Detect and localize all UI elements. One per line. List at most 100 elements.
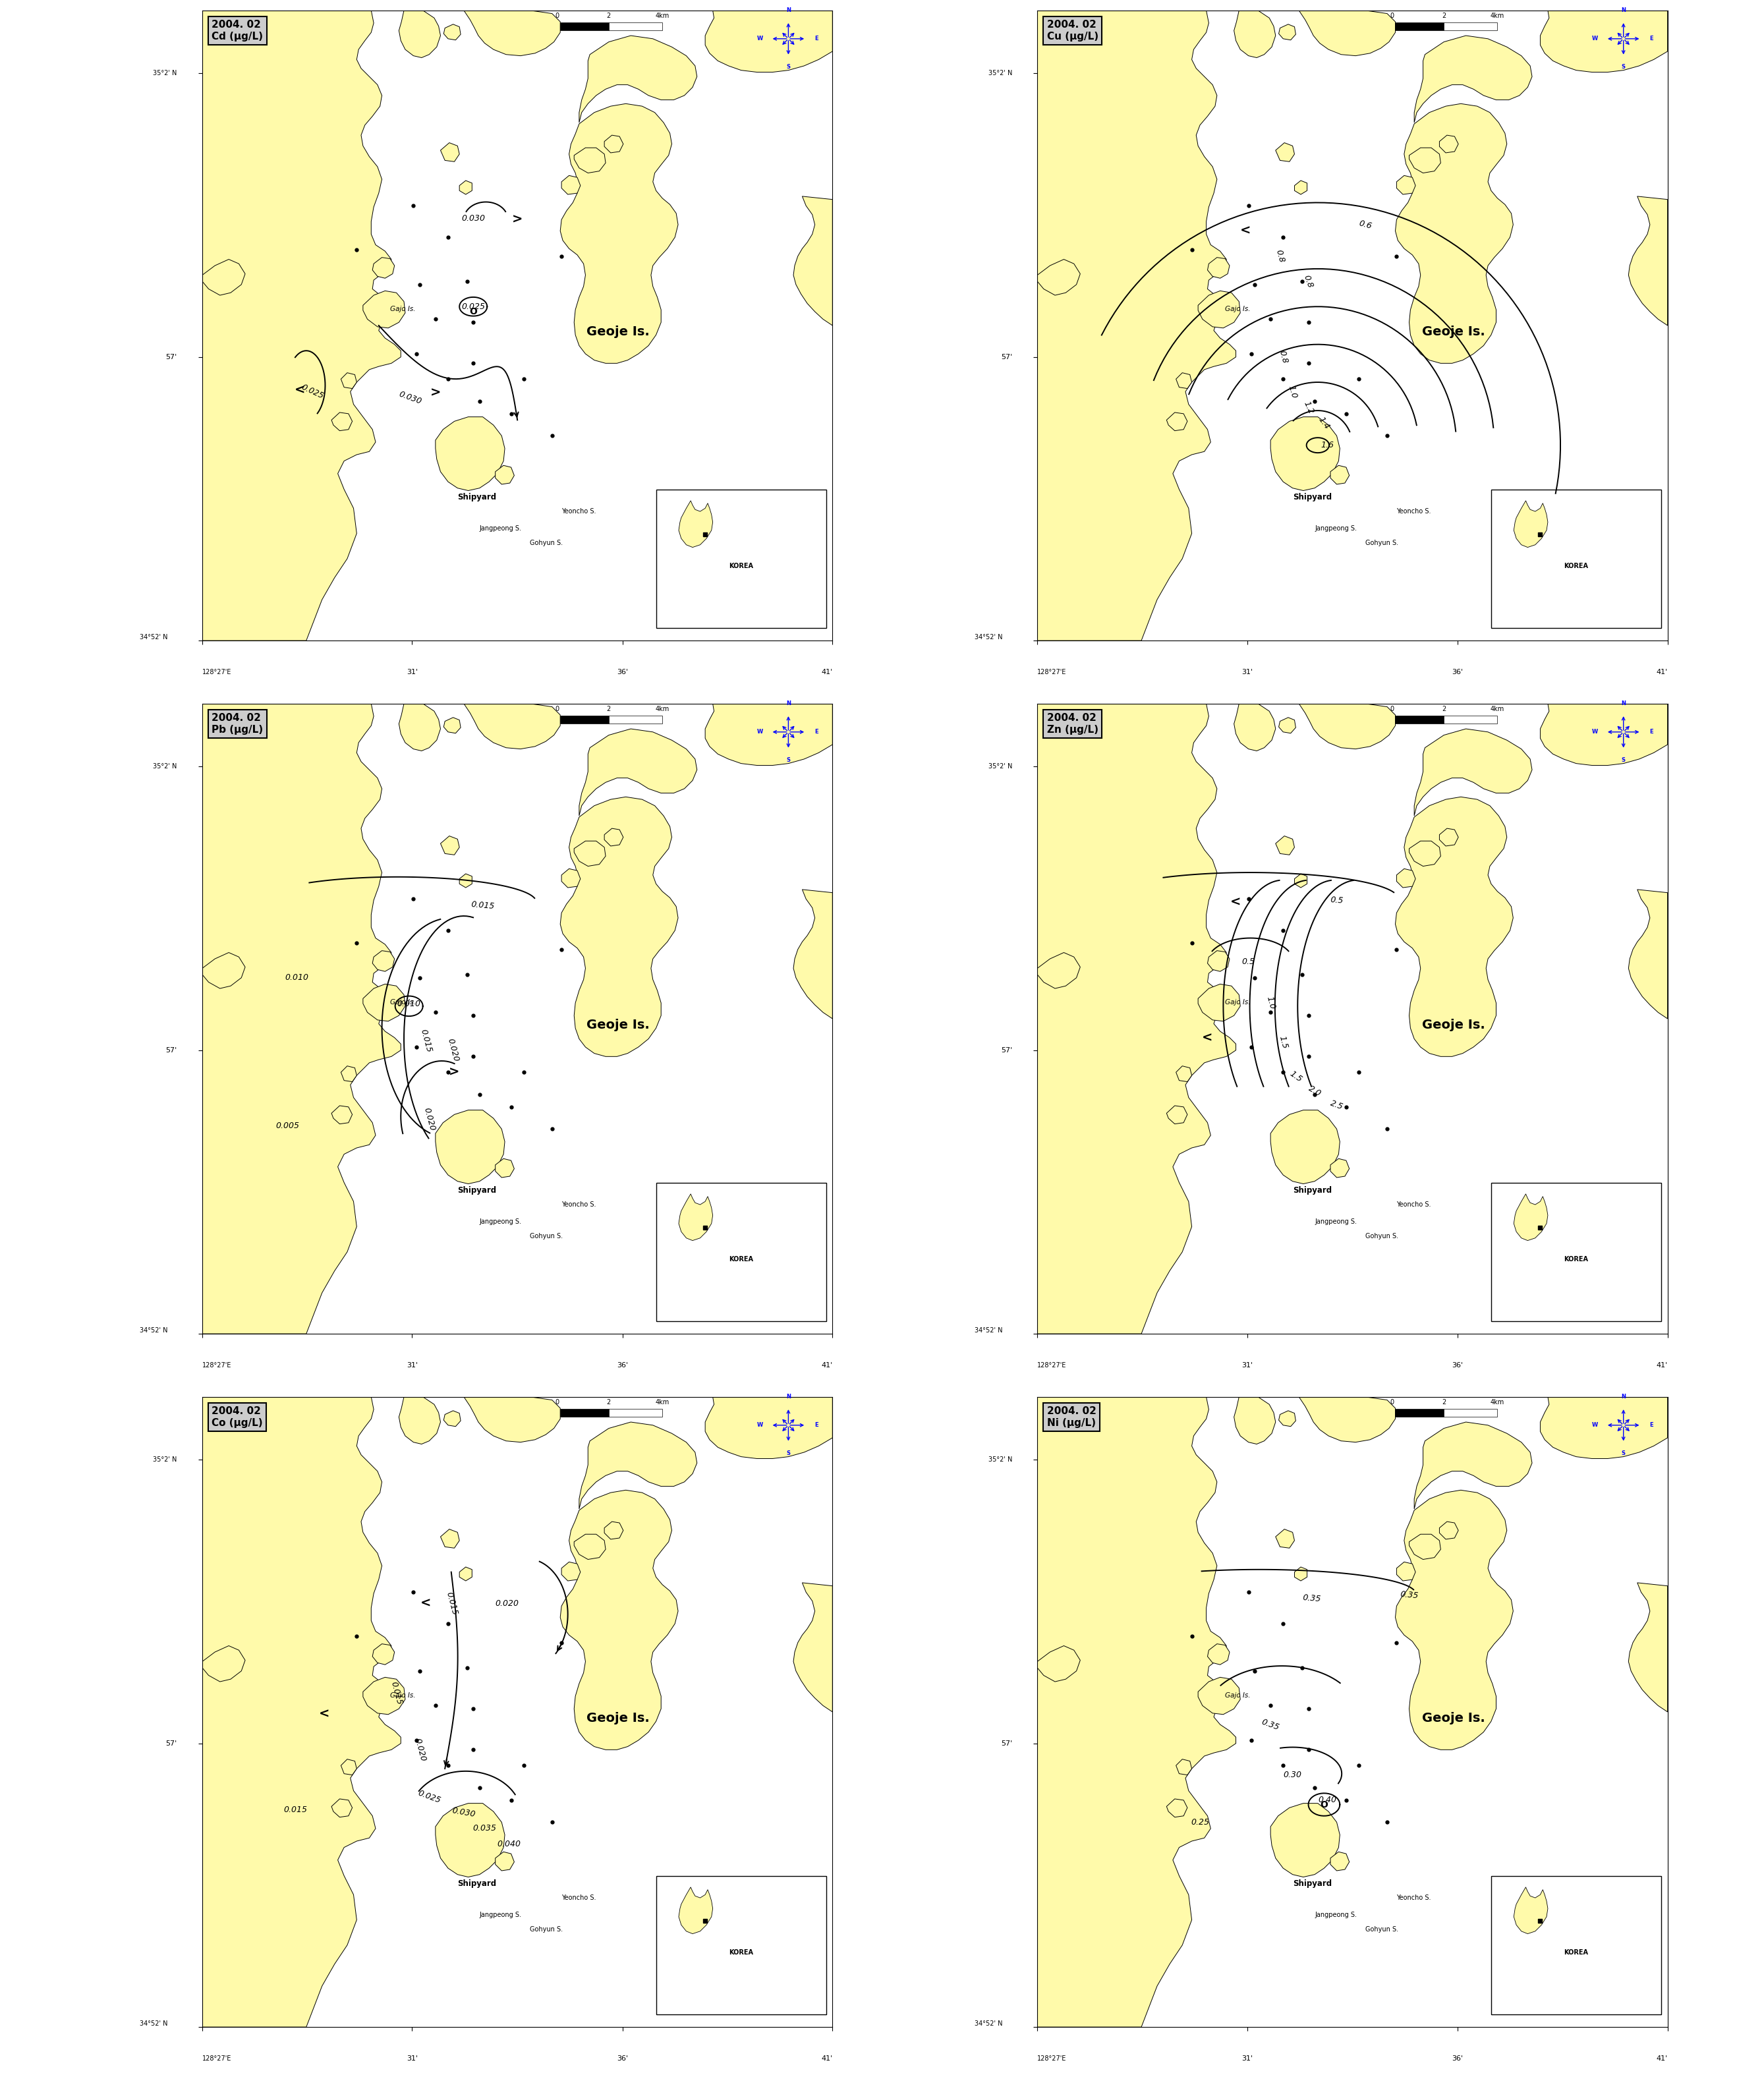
Text: 0: 0 [1390, 707, 1394, 713]
Text: 35°2' N: 35°2' N [153, 71, 176, 77]
Polygon shape [1330, 1852, 1349, 1871]
Polygon shape [1037, 1647, 1080, 1682]
Polygon shape [1177, 1067, 1192, 1081]
Bar [656, 1875, 826, 2015]
Bar [656, 489, 826, 628]
Polygon shape [1270, 1110, 1341, 1183]
Text: Yeoncho S.: Yeoncho S. [561, 507, 596, 516]
Text: 41': 41' [1656, 669, 1667, 676]
Polygon shape [1439, 827, 1459, 846]
Polygon shape [1198, 983, 1240, 1021]
Bar [1390, 1410, 1445, 1418]
Text: 1.2: 1.2 [1302, 399, 1314, 416]
Text: S: S [1621, 64, 1625, 71]
Text: Jangpeong S.: Jangpeong S. [480, 1911, 522, 1919]
Text: >: > [450, 1067, 460, 1079]
Polygon shape [1409, 842, 1441, 867]
Polygon shape [1415, 35, 1533, 123]
Text: Gohyun S.: Gohyun S. [1365, 1233, 1399, 1239]
Text: S: S [787, 64, 790, 71]
Polygon shape [441, 836, 459, 854]
Polygon shape [203, 952, 245, 988]
Text: 31': 31' [1242, 1362, 1252, 1368]
Polygon shape [1330, 1158, 1349, 1177]
Bar [656, 1183, 826, 1322]
Bar [556, 1410, 609, 1418]
Text: Geoje Is.: Geoje Is. [587, 1019, 649, 1031]
Polygon shape [1409, 1534, 1441, 1559]
Text: 41': 41' [1656, 1362, 1667, 1368]
Text: 0.040: 0.040 [497, 1840, 520, 1848]
Text: 2.0: 2.0 [1307, 1083, 1323, 1098]
Text: >: > [512, 214, 522, 227]
Text: Geoje Is.: Geoje Is. [1422, 1711, 1485, 1723]
Text: O: O [1319, 1800, 1328, 1809]
Text: 0: 0 [1390, 12, 1394, 19]
Polygon shape [1037, 1397, 1237, 2027]
Polygon shape [561, 104, 677, 364]
Polygon shape [203, 703, 400, 1335]
Text: 0.025: 0.025 [416, 1788, 441, 1805]
Polygon shape [1037, 703, 1237, 1335]
Polygon shape [1166, 1106, 1187, 1125]
Polygon shape [340, 1067, 356, 1081]
Bar [1491, 1183, 1662, 1322]
Text: 0.5: 0.5 [1330, 896, 1344, 904]
Polygon shape [579, 35, 697, 123]
Text: Yeoncho S.: Yeoncho S. [1397, 1894, 1431, 1900]
Text: Gohyun S.: Gohyun S. [529, 1233, 563, 1239]
Text: 41': 41' [820, 2056, 833, 2062]
Text: 1.4: 1.4 [1316, 416, 1332, 430]
Polygon shape [1037, 952, 1080, 988]
Text: N: N [1621, 701, 1626, 707]
Polygon shape [332, 412, 353, 430]
Text: 57': 57' [166, 353, 176, 360]
Text: 35°2' N: 35°2' N [988, 763, 1013, 769]
Text: Geoje Is.: Geoje Is. [587, 1711, 649, 1723]
Text: 2004. 02
Co (μg/L): 2004. 02 Co (μg/L) [212, 1405, 263, 1428]
Polygon shape [203, 10, 400, 640]
Text: 2: 2 [1441, 707, 1446, 713]
Bar [1445, 715, 1498, 723]
Text: 31': 31' [406, 669, 418, 676]
Text: W: W [1593, 1422, 1598, 1428]
Text: 31': 31' [1242, 2056, 1252, 2062]
Text: Jangpeong S.: Jangpeong S. [480, 526, 522, 532]
Text: 0.010: 0.010 [397, 1000, 422, 1008]
Bar [1390, 23, 1445, 31]
Text: Gohyun S.: Gohyun S. [529, 1925, 563, 1933]
Text: 36': 36' [617, 1362, 628, 1368]
Polygon shape [561, 1561, 580, 1580]
Polygon shape [1279, 25, 1297, 40]
Text: W: W [757, 730, 764, 736]
Text: E: E [815, 730, 818, 736]
Polygon shape [1397, 1561, 1415, 1580]
Text: 0.8: 0.8 [1274, 249, 1286, 264]
Bar [556, 23, 609, 31]
Text: 36': 36' [1452, 669, 1464, 676]
Polygon shape [1395, 1491, 1514, 1751]
Text: N: N [787, 8, 790, 12]
Text: Gajo Is.: Gajo Is. [390, 306, 416, 312]
Polygon shape [1514, 1193, 1547, 1241]
Polygon shape [1491, 703, 1667, 765]
Text: 0.030: 0.030 [397, 391, 423, 405]
Text: 2.5: 2.5 [1328, 1100, 1344, 1112]
Text: Yeoncho S.: Yeoncho S. [561, 1894, 596, 1900]
Polygon shape [573, 148, 605, 173]
Bar [1445, 1410, 1498, 1418]
Text: 36': 36' [1452, 2056, 1464, 2062]
Polygon shape [496, 1852, 515, 1871]
Polygon shape [340, 372, 356, 389]
Text: 0.005: 0.005 [275, 1121, 300, 1131]
Text: 34°52' N: 34°52' N [139, 1326, 168, 1335]
Text: KOREA: KOREA [1565, 563, 1588, 570]
Text: 0.25: 0.25 [1191, 1817, 1208, 1827]
Polygon shape [372, 258, 395, 279]
Text: 31': 31' [1242, 669, 1252, 676]
Text: 0.8: 0.8 [1277, 349, 1289, 364]
Text: KOREA: KOREA [729, 1256, 753, 1262]
Polygon shape [1295, 873, 1307, 888]
Text: Geoje Is.: Geoje Is. [587, 326, 649, 339]
Text: N: N [787, 701, 790, 707]
